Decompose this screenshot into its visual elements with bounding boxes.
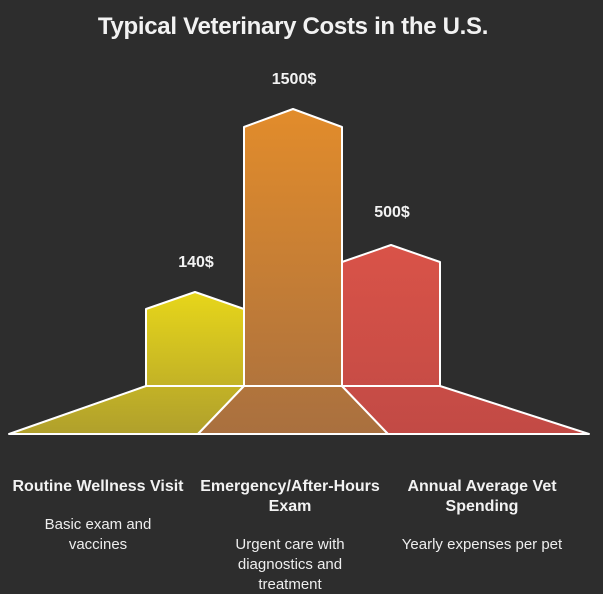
category-description: Yearly expenses per pet bbox=[401, 536, 563, 553]
pentagon-bar-chart bbox=[8, 108, 590, 435]
category-column-emergency-exam: Emergency/After-Hours Exam Urgent care w… bbox=[195, 477, 385, 594]
bar-annual-spending bbox=[341, 244, 441, 387]
value-label-emergency-exam: 1500$ bbox=[271, 71, 317, 88]
chart-title: Typical Veterinary Costs in the U.S. bbox=[97, 13, 489, 40]
category-description: Urgent care with diagnostics and treatme… bbox=[235, 536, 345, 593]
category-column-annual-spending: Annual Average Vet Spending Yearly expen… bbox=[387, 477, 577, 555]
value-label-routine-wellness: 140$ bbox=[178, 254, 214, 271]
category-heading: Routine Wellness Visit bbox=[12, 478, 184, 495]
category-heading: Annual Average Vet Spending bbox=[407, 478, 557, 515]
value-label-annual-spending: 500$ bbox=[374, 204, 410, 221]
category-column-routine-wellness: Routine Wellness Visit Basic exam and va… bbox=[3, 477, 193, 555]
category-description: Basic exam and vaccines bbox=[44, 516, 152, 553]
bar-emergency-exam bbox=[243, 108, 343, 387]
category-heading: Emergency/After-Hours Exam bbox=[200, 478, 380, 515]
bar-routine-wellness bbox=[145, 291, 245, 387]
